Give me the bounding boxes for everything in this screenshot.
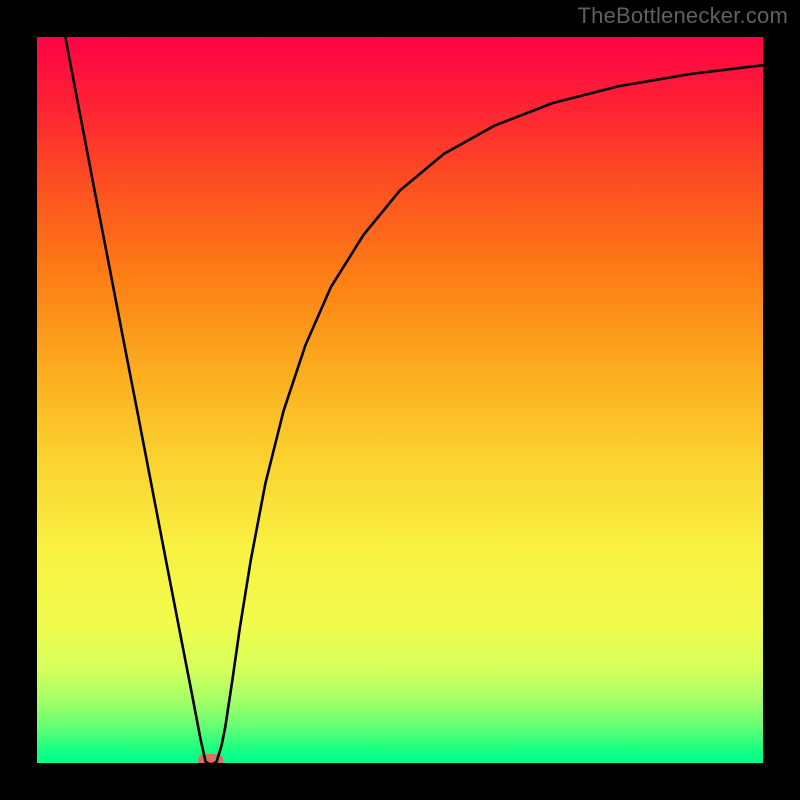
- chart-stage: TheBottlenecker.com: [0, 0, 800, 800]
- plot-area: [36, 36, 764, 768]
- chart-svg: [0, 0, 800, 800]
- watermark-text: TheBottlenecker.com: [578, 3, 788, 29]
- plot-gradient-background: [36, 36, 764, 764]
